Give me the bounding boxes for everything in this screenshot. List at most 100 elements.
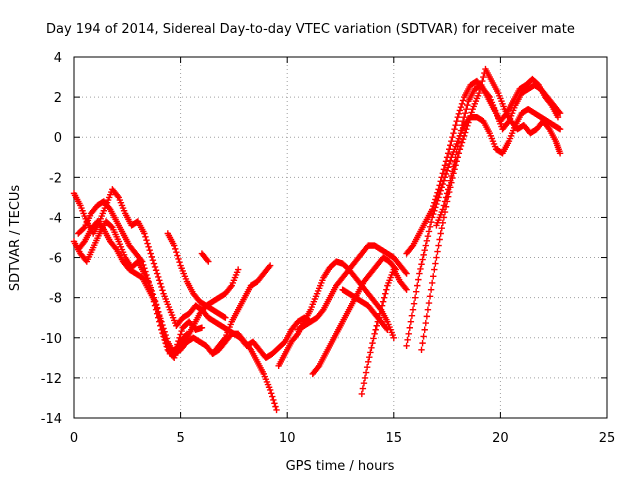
data-point [366,353,373,361]
data-point [408,312,416,319]
data-point [153,270,161,277]
y-tick-label: -8 [49,292,62,307]
data-point [458,139,466,146]
data-point [480,73,487,81]
data-point [266,386,274,394]
data-point [424,232,432,240]
data-point [374,318,382,325]
y-tick-label: -12 [41,372,62,387]
data-point [139,258,146,265]
data-series [358,266,410,398]
data-point [379,298,387,305]
data-point [406,324,413,331]
data-point [270,396,277,404]
y-tick-label: -10 [41,332,62,347]
data-point [425,228,433,235]
data-point [148,253,156,261]
data-point [363,363,371,371]
data-point [457,103,465,111]
data-point [437,230,444,237]
data-point [444,150,452,157]
data-point [438,224,445,232]
data-point [159,287,166,294]
data-series [339,286,391,333]
data-point [176,259,183,266]
data-point [319,307,326,315]
data-point [268,390,275,397]
data-point [453,117,460,125]
data-point [430,202,437,210]
data-point [455,110,463,118]
data-point [390,334,397,341]
data-point [422,319,429,327]
data-point [182,335,190,343]
data-point [451,158,458,166]
data-point [422,242,429,249]
data-point [451,126,458,133]
data-point [368,344,375,352]
data-point [204,257,211,264]
data-point [378,302,386,309]
y-tick-label: -6 [49,252,62,267]
data-point [149,257,157,264]
data-series [198,250,212,265]
data-point [80,225,87,232]
data-point [409,306,417,313]
data-point [372,326,379,333]
data-point [421,247,428,254]
data-point [146,247,153,254]
data-point [369,339,376,347]
data-point [173,249,180,256]
data-point [454,113,461,121]
data-point [157,315,164,322]
data-point [152,301,160,309]
data-point [175,255,182,263]
data-point [362,369,370,376]
x-tick-label: 25 [599,431,616,446]
data-point [293,331,300,339]
data-point [414,282,421,289]
x-axis-label: GPS time / hours [286,459,395,474]
data-series [209,262,274,358]
data-point [421,326,428,333]
data-series [75,218,280,414]
data-point [419,256,426,263]
data-point [438,174,445,181]
data-point [556,126,564,133]
data-point [462,129,469,136]
data-series [177,266,242,349]
data-point [475,89,483,97]
data-point [143,236,150,244]
data-point [145,243,152,251]
data-point [114,192,121,200]
data-point [365,358,372,366]
data-point [444,186,452,193]
data-point [112,244,119,252]
data-point [404,336,411,343]
data-point [155,308,162,315]
data-point [384,326,391,333]
data-point [382,290,389,297]
data-point [403,342,410,349]
data-point [418,346,425,354]
data-point [502,111,509,118]
data-series [294,242,410,333]
data-point [458,121,466,129]
data-point [161,328,168,335]
data-point [234,266,242,273]
grid-lines [74,57,607,418]
data-point [156,277,163,284]
data-point [437,178,444,185]
data-point [452,121,459,129]
data-point [449,168,456,175]
data-point [162,331,169,339]
data-point [420,333,427,340]
data-point [441,198,449,205]
data-point [371,330,378,337]
y-tick-label: -4 [49,211,62,226]
data-point [367,349,374,356]
data-point [373,322,380,329]
data-series [403,105,564,349]
data-point [434,189,441,196]
data-point [416,270,423,277]
